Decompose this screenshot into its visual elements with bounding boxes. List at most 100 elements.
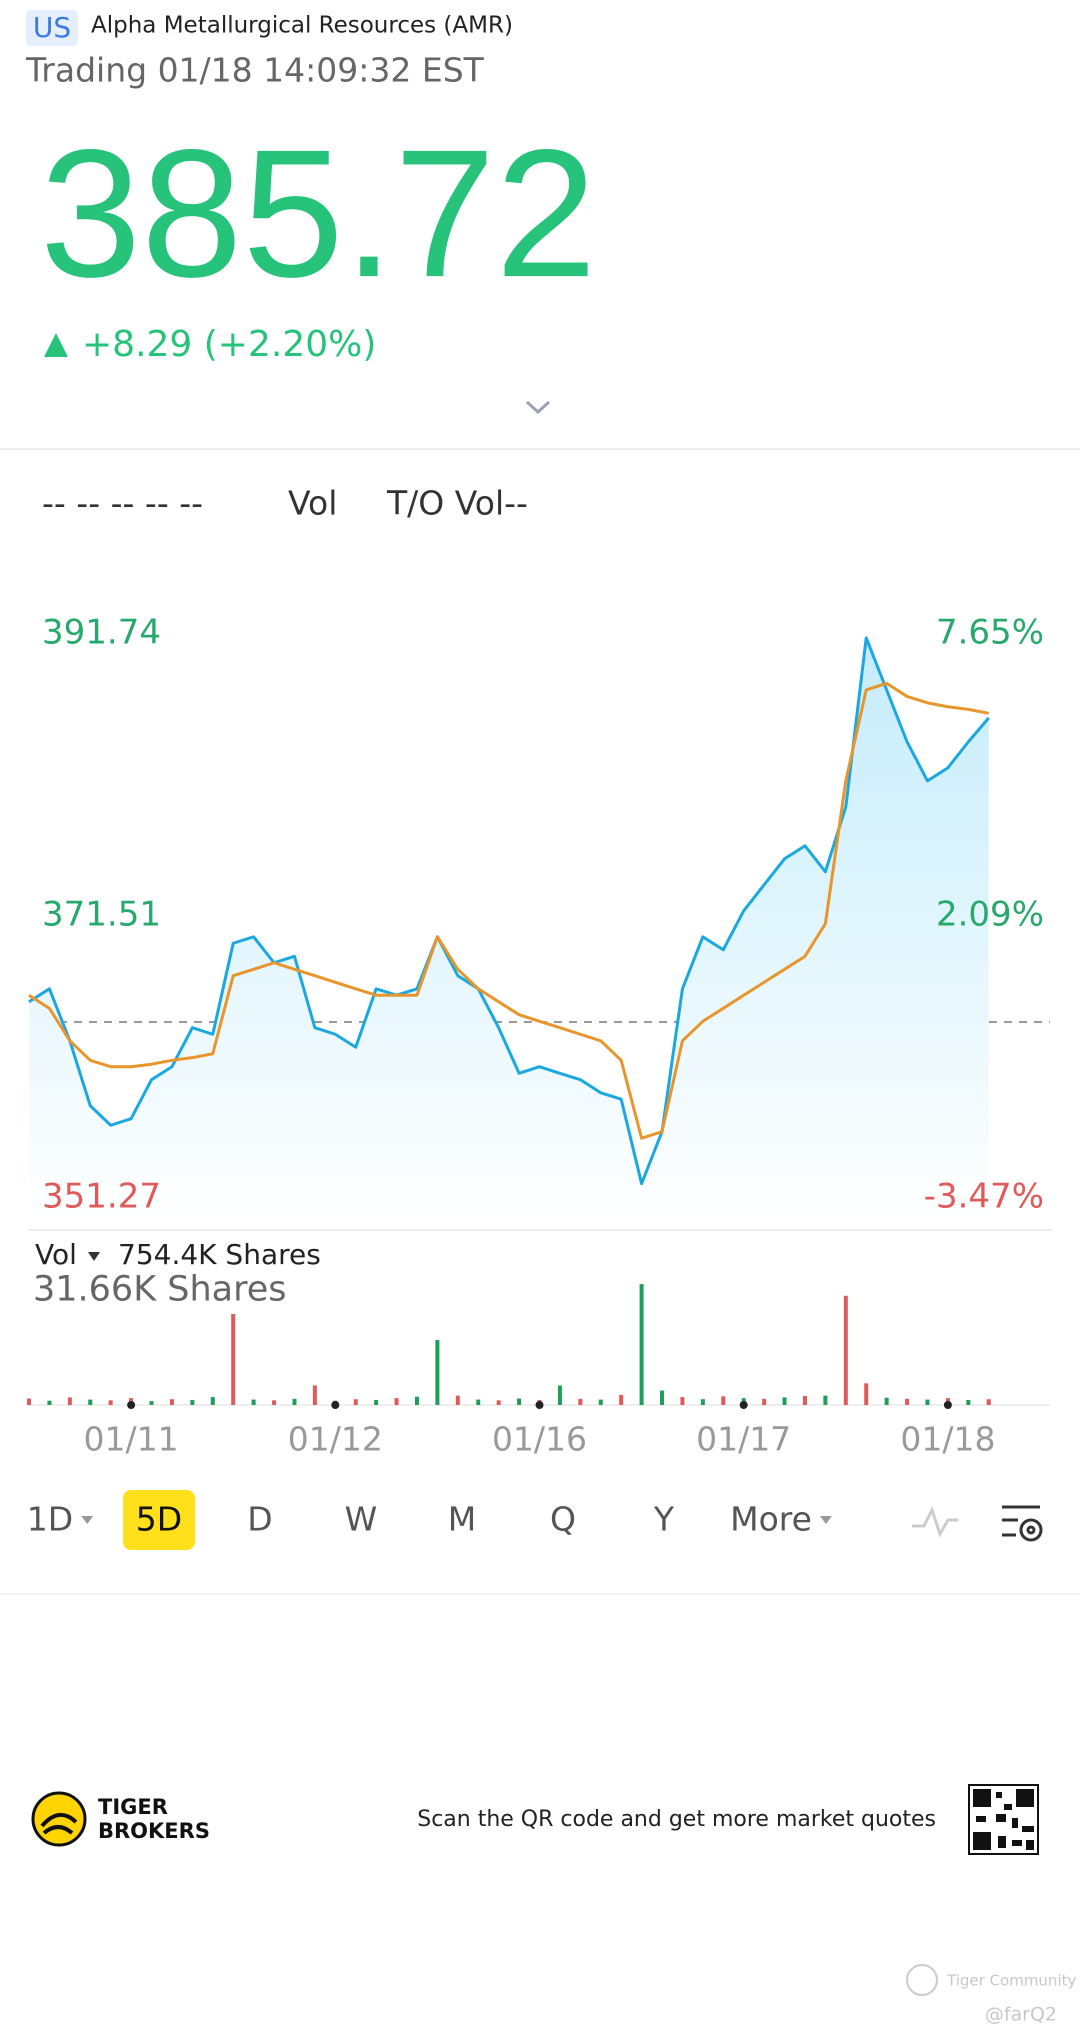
vol-dropdown[interactable] <box>88 1252 100 1261</box>
y2-tick-label: 2.09% <box>936 895 1044 935</box>
volume-bar <box>925 1399 930 1405</box>
period-button[interactable]: D <box>247 1500 272 1539</box>
day-dot <box>127 1401 136 1409</box>
volume-bar <box>884 1397 889 1405</box>
volume-bar <box>680 1397 685 1405</box>
volume-bar <box>843 1295 848 1405</box>
volume-scale-label: 31.66K Shares <box>33 1270 287 1310</box>
price: 385.72 <box>40 111 597 315</box>
watermark-logo <box>906 1964 938 1996</box>
volume-bar <box>864 1383 869 1405</box>
volume-bar <box>108 1400 113 1405</box>
period-button[interactable]: More <box>730 1500 812 1539</box>
period-button[interactable]: W <box>345 1500 378 1539</box>
volume-bar <box>802 1395 807 1405</box>
volume-bar <box>210 1397 215 1405</box>
volume-label: Vol <box>35 1238 77 1271</box>
volume-bar <box>639 1284 644 1405</box>
volume-bar <box>251 1399 256 1405</box>
up-arrow <box>44 333 68 357</box>
volume-bar <box>986 1399 991 1405</box>
x-tick-label: 01/12 <box>288 1420 383 1459</box>
watermark-text: Tiger Community <box>946 1972 1076 1990</box>
change: +8.29 (+2.20%) <box>82 324 376 365</box>
volume-bar <box>905 1398 910 1405</box>
indicator-vol: Vol <box>288 484 337 523</box>
volume-bar <box>374 1399 379 1405</box>
brand-line: TIGER <box>98 1795 168 1819</box>
volume-bar <box>27 1398 31 1405</box>
volume-bar <box>782 1397 787 1405</box>
indicator-ma: -- -- -- -- -- <box>42 484 203 523</box>
volume-bar <box>578 1398 583 1405</box>
x-tick-label: 01/16 <box>492 1420 587 1459</box>
volume-total: 754.4K Shares <box>118 1238 321 1271</box>
price-area <box>29 637 989 1222</box>
brand-logo <box>31 1791 87 1847</box>
price-line <box>28 636 990 1186</box>
volume-bar <box>231 1314 236 1405</box>
volume-bar <box>169 1399 174 1405</box>
y-tick-label: 351.27 <box>42 1177 161 1217</box>
brand-logo-stripes <box>40 1813 78 1835</box>
volume-bar <box>721 1396 726 1405</box>
volume-bar <box>496 1400 501 1405</box>
volume-bar <box>823 1395 828 1405</box>
volume-bar <box>149 1401 154 1405</box>
volume-bar <box>47 1400 52 1405</box>
y2-tick-label: 7.65% <box>936 613 1044 653</box>
volume-bar <box>476 1399 481 1405</box>
brand-line: BROKERS <box>98 1819 210 1843</box>
volume-bar <box>312 1385 317 1405</box>
volume-bar <box>762 1398 767 1405</box>
market-badge <box>26 10 78 46</box>
day-dot <box>535 1401 544 1409</box>
volume-bar <box>660 1390 665 1405</box>
period-button[interactable]: 1D <box>27 1500 73 1539</box>
stock-name: Alpha Metallurgical Resources (AMR) <box>91 13 513 39</box>
volume-bar <box>966 1399 971 1405</box>
y-tick-label: 371.51 <box>42 894 161 934</box>
expand-chevron[interactable] <box>525 400 551 415</box>
y2-tick-label: -3.47% <box>924 1177 1044 1217</box>
day-dot <box>943 1401 952 1409</box>
status: Trading 01/18 14:09:32 EST <box>25 51 485 90</box>
volume-bar <box>455 1395 460 1405</box>
volume-bar <box>67 1397 72 1405</box>
y-tick-label: 391.74 <box>42 613 161 653</box>
period-button[interactable]: Q <box>550 1500 576 1539</box>
volume-bar <box>619 1394 624 1405</box>
volume-bar <box>414 1396 419 1405</box>
volume-bar <box>394 1398 399 1405</box>
volume-bar <box>292 1398 297 1405</box>
volume-bar <box>557 1385 562 1405</box>
period-selected <box>123 1490 195 1550</box>
qr-code <box>968 1784 1039 1855</box>
volume-bar <box>435 1340 440 1405</box>
average-line <box>28 681 990 1140</box>
watermark-handle: @farQ2 <box>985 2004 1057 2026</box>
chart-style-icon[interactable] <box>912 1506 958 1538</box>
period-dropdown[interactable] <box>81 1516 94 1524</box>
period-button[interactable]: M <box>448 1500 476 1539</box>
qr-prompt: Scan the QR code and get more market quo… <box>417 1807 936 1832</box>
period-button[interactable]: 5D <box>136 1500 182 1539</box>
market: US <box>33 11 71 44</box>
volume-bar <box>517 1398 522 1405</box>
period-button[interactable]: Y <box>653 1500 675 1539</box>
indicator-to: T/O Vol-- <box>386 484 528 523</box>
volume-bar <box>700 1399 705 1405</box>
volume-bar <box>272 1400 277 1405</box>
x-tick-label: 01/17 <box>696 1420 791 1459</box>
day-dot <box>739 1401 748 1409</box>
volume-bar <box>353 1399 358 1405</box>
x-tick-label: 01/18 <box>900 1420 995 1459</box>
period-dropdown[interactable] <box>819 1516 832 1524</box>
x-tick-label: 01/11 <box>84 1420 179 1459</box>
settings-icon[interactable] <box>1002 1505 1043 1542</box>
volume-bar <box>190 1399 195 1405</box>
volume-bar <box>88 1399 93 1405</box>
volume-bar <box>598 1399 603 1405</box>
day-dot <box>331 1401 340 1409</box>
